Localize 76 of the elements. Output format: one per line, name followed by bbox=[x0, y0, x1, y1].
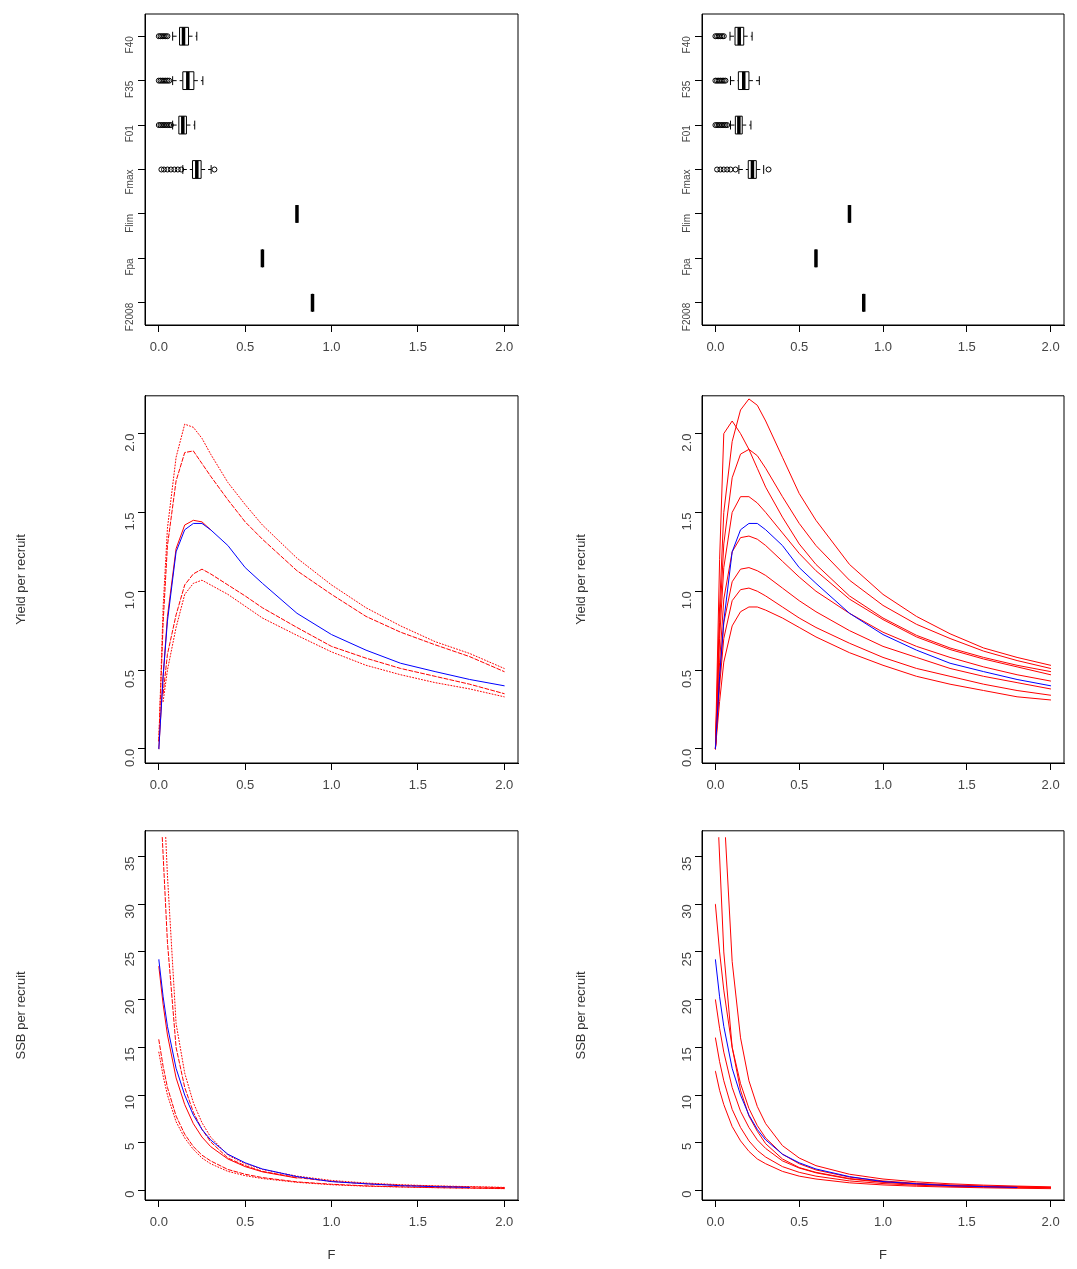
x-tick-label: 2.0 bbox=[495, 777, 514, 793]
x-tick-label: 1.0 bbox=[873, 777, 893, 793]
y-tick-label: 5 bbox=[678, 1142, 694, 1150]
y-tick-label: 2.0 bbox=[678, 433, 694, 452]
y-tick-label: 1.0 bbox=[121, 591, 137, 610]
x-tick-label: 0.0 bbox=[706, 1214, 725, 1230]
x-axis-title: F bbox=[879, 1246, 888, 1262]
x-tick-label: 1.5 bbox=[408, 1214, 427, 1230]
x-tick-label: 1.5 bbox=[957, 339, 976, 355]
x-tick-label: 0.5 bbox=[790, 777, 809, 793]
x-tick-label: 0.5 bbox=[236, 1214, 255, 1230]
y-axis-title: Yield per recruit bbox=[573, 533, 589, 625]
x-tick-label: 1.5 bbox=[408, 777, 427, 793]
y-tick-label: F01 bbox=[123, 124, 135, 143]
x-tick-label: 1.5 bbox=[408, 339, 427, 355]
y-tick-label: F2008 bbox=[680, 302, 692, 332]
y-axis-title: Yield per recruit bbox=[13, 533, 29, 625]
y-tick-label: F40 bbox=[123, 35, 135, 54]
y-tick-label: 5 bbox=[121, 1142, 137, 1150]
x-tick-label: 1.0 bbox=[322, 1214, 341, 1230]
y-axis-title: SSB per recruit bbox=[13, 970, 29, 1060]
x-tick-label: 0.0 bbox=[706, 339, 725, 355]
y-tick-label: 15 bbox=[121, 1047, 137, 1062]
y-tick-label: 10 bbox=[121, 1095, 137, 1110]
y-tick-label: F2008 bbox=[123, 302, 135, 332]
y-tick-label: Fmax bbox=[123, 169, 135, 195]
y-tick-label: 25 bbox=[121, 951, 137, 967]
y-tick-label: Fpa bbox=[123, 257, 135, 276]
y-tick-label: 30 bbox=[121, 904, 137, 919]
x-axis-title: F bbox=[327, 1246, 336, 1262]
y-tick-label: 2.0 bbox=[121, 433, 137, 452]
x-tick-label: 2.0 bbox=[495, 1214, 514, 1230]
x-tick-label: 1.0 bbox=[322, 339, 341, 355]
y-tick-label: 25 bbox=[678, 951, 694, 967]
x-tick-label: 1.0 bbox=[873, 339, 893, 355]
x-tick-label: 0.0 bbox=[149, 777, 168, 793]
y-tick-label: 10 bbox=[678, 1095, 694, 1110]
x-tick-label: 2.0 bbox=[1041, 777, 1060, 793]
y-tick-label: 30 bbox=[678, 904, 694, 919]
y-tick-label: 35 bbox=[121, 856, 137, 872]
x-tick-label: 0.5 bbox=[236, 339, 255, 355]
y-tick-label: 0.0 bbox=[678, 748, 694, 767]
x-tick-label: 0.5 bbox=[790, 1214, 809, 1230]
y-tick-label: 1.5 bbox=[678, 512, 694, 531]
y-tick-label: 20 bbox=[678, 999, 694, 1015]
y-tick-label: 0 bbox=[121, 1190, 137, 1198]
x-tick-label: 2.0 bbox=[1041, 1214, 1060, 1230]
y-tick-label: 0 bbox=[678, 1190, 694, 1198]
y-tick-label: 0.0 bbox=[121, 748, 137, 767]
y-tick-label: Flim bbox=[123, 213, 135, 233]
y-axis-title: SSB per recruit bbox=[573, 970, 589, 1060]
x-tick-label: 1.0 bbox=[322, 777, 341, 793]
y-tick-label: 15 bbox=[678, 1047, 694, 1062]
x-tick-label: 0.5 bbox=[236, 777, 255, 793]
x-tick-label: 0.0 bbox=[706, 777, 725, 793]
y-tick-label: 35 bbox=[678, 856, 694, 872]
y-tick-label: F35 bbox=[680, 80, 692, 98]
x-tick-label: 1.5 bbox=[957, 1214, 976, 1230]
y-tick-label: Fpa bbox=[680, 257, 692, 276]
y-tick-label: F40 bbox=[680, 35, 692, 54]
x-tick-label: 2.0 bbox=[495, 339, 514, 355]
y-tick-label: F01 bbox=[680, 124, 692, 143]
x-tick-label: 1.0 bbox=[873, 1214, 893, 1230]
y-tick-label: 0.5 bbox=[121, 670, 137, 689]
x-tick-label: 0.0 bbox=[149, 1214, 168, 1230]
y-tick-label: Fmax bbox=[680, 169, 692, 195]
x-tick-label: 0.5 bbox=[790, 339, 809, 355]
y-tick-label: 20 bbox=[121, 999, 137, 1015]
x-tick-label: 1.5 bbox=[957, 777, 976, 793]
y-tick-label: Flim bbox=[680, 213, 692, 233]
x-tick-label: 0.0 bbox=[149, 339, 168, 355]
y-tick-label: 1.5 bbox=[121, 512, 137, 531]
y-tick-label: 1.0 bbox=[678, 591, 694, 610]
y-tick-label: F35 bbox=[123, 80, 135, 98]
x-tick-label: 2.0 bbox=[1041, 339, 1060, 355]
y-tick-label: 0.5 bbox=[678, 670, 694, 689]
